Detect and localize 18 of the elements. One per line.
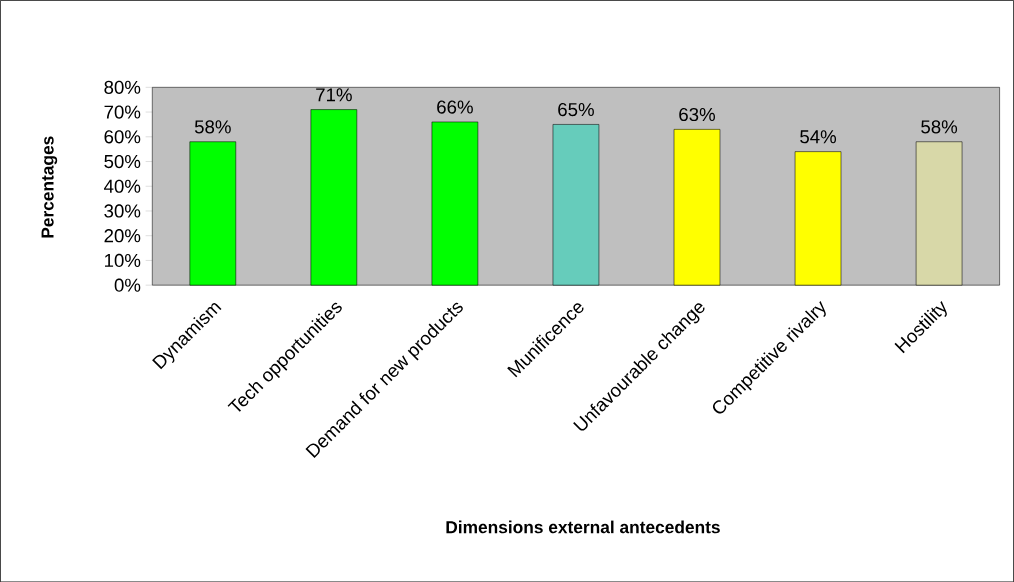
y-axis-title: Percentages xyxy=(41,136,58,238)
data-label: 63% xyxy=(679,107,715,121)
y-tick-label: 60% xyxy=(104,130,141,144)
data-label: 71% xyxy=(316,88,352,102)
y-tick-label: 20% xyxy=(104,228,141,243)
data-label: 58% xyxy=(921,120,958,134)
y-tick-label: 30% xyxy=(104,204,141,218)
data-label: 66% xyxy=(437,100,473,114)
x-axis-title: Dimensions external antecedents xyxy=(446,520,720,534)
data-label: 54% xyxy=(800,130,837,144)
data-label: 65% xyxy=(558,102,594,117)
y-tick-label: 40% xyxy=(104,179,141,193)
y-tick-label: 10% xyxy=(105,253,141,267)
y-tick-label: 70% xyxy=(104,105,141,119)
y-tick-label: 0% xyxy=(114,278,141,292)
data-label: 58% xyxy=(194,120,231,134)
y-tick-label: 80% xyxy=(104,80,141,94)
y-tick-label: 50% xyxy=(104,154,141,168)
